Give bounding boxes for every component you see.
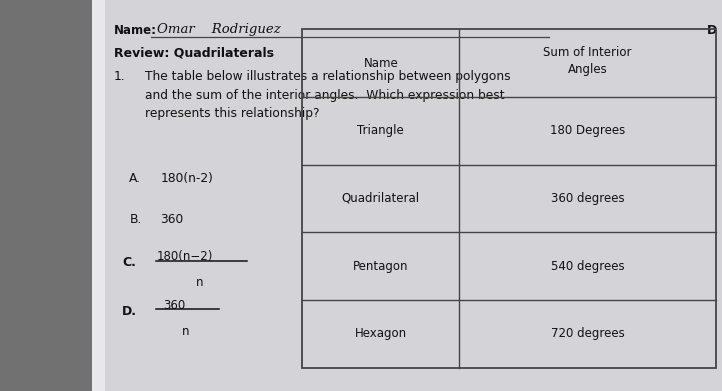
Text: Quadrilateral: Quadrilateral xyxy=(342,192,420,205)
Text: 1.: 1. xyxy=(114,70,126,83)
Text: Omar    Rodriguez: Omar Rodriguez xyxy=(157,23,281,36)
Text: Sum of Interior
Angles: Sum of Interior Angles xyxy=(544,46,632,76)
Text: 540 degrees: 540 degrees xyxy=(551,260,625,273)
Text: The table below illustrates a relationship between polygons
and the sum of the i: The table below illustrates a relationsh… xyxy=(145,70,510,120)
Text: 180(n-2): 180(n-2) xyxy=(160,172,213,185)
Text: Pentagon: Pentagon xyxy=(353,260,409,273)
Text: 360 degrees: 360 degrees xyxy=(551,192,625,205)
Text: Review: Quadrilaterals: Review: Quadrilaterals xyxy=(114,47,274,60)
Text: 180(n−2): 180(n−2) xyxy=(157,250,214,263)
Text: 180 Degrees: 180 Degrees xyxy=(550,124,625,137)
Text: B.: B. xyxy=(129,213,142,226)
Text: D.: D. xyxy=(122,305,137,318)
Text: 360: 360 xyxy=(160,213,183,226)
Bar xyxy=(92,0,111,391)
Text: n: n xyxy=(182,325,189,337)
Text: A.: A. xyxy=(129,172,142,185)
Text: Triangle: Triangle xyxy=(357,124,404,137)
Bar xyxy=(303,29,716,368)
Text: Name:: Name: xyxy=(114,24,157,37)
Text: C.: C. xyxy=(122,256,136,269)
Text: D: D xyxy=(707,24,717,37)
Text: 360: 360 xyxy=(163,299,186,312)
Text: Name: Name xyxy=(363,57,399,70)
Bar xyxy=(105,0,722,391)
Text: Hexagon: Hexagon xyxy=(355,327,407,340)
Text: 720 degrees: 720 degrees xyxy=(551,327,625,340)
Text: n: n xyxy=(196,276,204,289)
